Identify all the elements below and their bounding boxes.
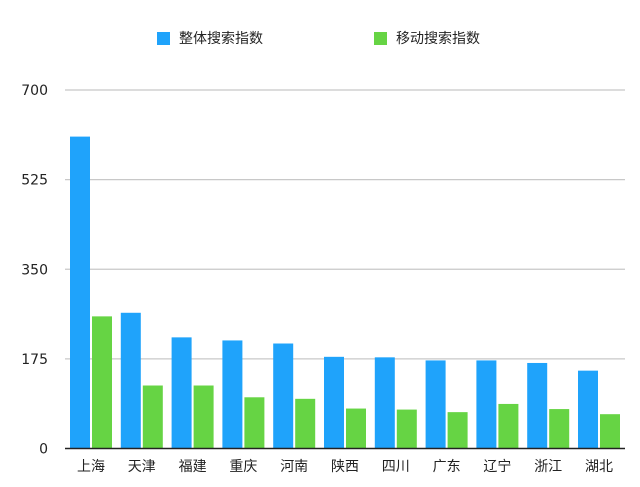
bar-overall bbox=[578, 370, 598, 449]
x-tick-label: 湖北 bbox=[585, 459, 613, 475]
legend-swatch-overall bbox=[157, 31, 170, 45]
legend-swatch-mobile bbox=[374, 31, 387, 45]
x-tick-label: 浙江 bbox=[534, 459, 562, 475]
x-tick-label: 天津 bbox=[128, 459, 156, 475]
y-tick-label: 175 bbox=[21, 352, 48, 368]
bar-mobile bbox=[244, 397, 265, 449]
legend-label-overall: 整体搜索指数 bbox=[179, 31, 263, 47]
bar-overall bbox=[70, 136, 90, 449]
bar-mobile bbox=[447, 412, 468, 449]
x-tick-label: 辽宁 bbox=[483, 458, 511, 475]
bar-overall bbox=[527, 362, 548, 449]
bar-mobile bbox=[600, 414, 620, 449]
bar-mobile bbox=[193, 385, 214, 449]
bar-mobile bbox=[92, 316, 112, 449]
legend-item-overall[interactable]: 整体搜索指数 bbox=[157, 28, 263, 48]
x-tick-label: 四川 bbox=[382, 459, 410, 475]
bar-overall bbox=[374, 357, 395, 449]
x-tick-label: 广东 bbox=[433, 459, 461, 475]
y-tick-label: 350 bbox=[21, 262, 48, 278]
y-tick-label: 0 bbox=[39, 442, 48, 458]
bar-overall bbox=[171, 337, 192, 449]
bar-mobile bbox=[396, 409, 417, 449]
bar-overall bbox=[425, 360, 446, 449]
bar-mobile bbox=[498, 403, 519, 449]
y-tick-label: 525 bbox=[21, 173, 48, 189]
bar-mobile bbox=[142, 385, 163, 449]
x-tick-label: 上海 bbox=[77, 459, 105, 475]
bar-overall bbox=[222, 340, 243, 449]
legend-label-mobile: 移动搜索指数 bbox=[396, 31, 480, 47]
bar-overall bbox=[120, 312, 141, 449]
bar-overall bbox=[324, 356, 344, 449]
x-tick-label: 河南 bbox=[280, 459, 308, 475]
y-tick-label: 700 bbox=[21, 83, 48, 99]
bar-mobile bbox=[549, 409, 570, 449]
x-tick-label: 重庆 bbox=[229, 459, 257, 475]
bar-overall bbox=[476, 360, 497, 449]
bar-overall bbox=[273, 343, 294, 449]
x-tick-label: 福建 bbox=[179, 459, 207, 475]
bar-mobile bbox=[346, 408, 366, 449]
x-tick-label: 陕西 bbox=[331, 459, 359, 475]
bar-mobile bbox=[295, 398, 316, 449]
legend-item-mobile[interactable]: 移动搜索指数 bbox=[374, 28, 480, 48]
